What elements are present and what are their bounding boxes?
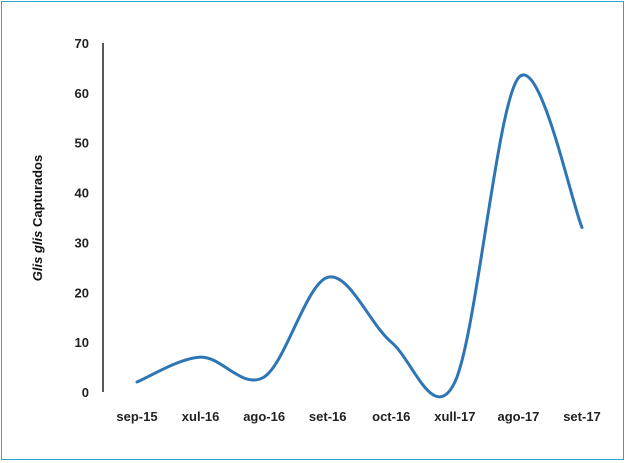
y-tick-label: 0: [82, 385, 89, 400]
y-axis-label-rest: Capturados: [30, 155, 45, 231]
x-tick-label: xul-16: [182, 409, 220, 424]
y-tick-label: 70: [75, 36, 89, 51]
y-tick-label: 20: [75, 285, 89, 300]
y-tick-label: 50: [75, 136, 89, 151]
series-line: [135, 73, 584, 399]
x-tick-label: set-16: [309, 409, 347, 424]
x-axis-ticks: sep-15 xul-16 ago-16 set-16 oct-16 xull-17 ago…: [116, 409, 600, 424]
x-tick-label: ago-16: [243, 409, 285, 424]
x-tick-label: sep-15: [116, 409, 157, 424]
y-tick-label: 60: [75, 86, 89, 101]
x-tick-label: set-17: [563, 409, 601, 424]
y-axis-ticks: 0 10 20 30 40 50 60 70: [75, 36, 89, 400]
x-tick-label: xull-17: [434, 409, 475, 424]
y-axis-label-italic: Glis glis: [30, 231, 45, 282]
x-tick-label: oct-16: [372, 409, 410, 424]
y-axis-label: Glis glis Capturados: [30, 155, 45, 281]
y-tick-label: 30: [75, 235, 89, 250]
y-tick-label: 40: [75, 186, 89, 201]
x-tick-label: ago-17: [497, 409, 539, 424]
y-tick-label: 10: [75, 335, 89, 350]
